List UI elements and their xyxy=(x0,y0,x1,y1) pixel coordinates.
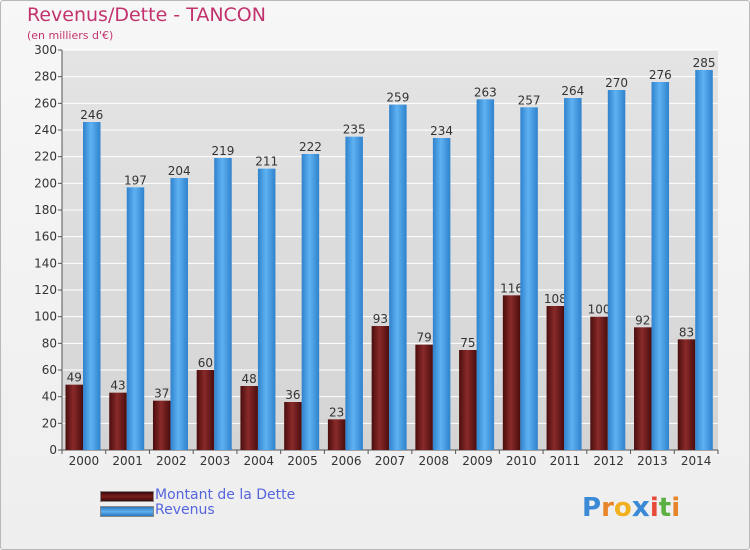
bar-debt xyxy=(371,326,390,450)
data-label-debt: 60 xyxy=(198,356,213,370)
data-label-debt: 79 xyxy=(416,331,431,345)
data-label-revenue: 219 xyxy=(211,144,234,158)
data-label-debt: 23 xyxy=(329,405,344,419)
data-label-debt: 37 xyxy=(154,387,169,401)
x-tick-label: 2009 xyxy=(462,454,493,468)
data-label-debt: 93 xyxy=(373,312,388,326)
y-tick-label: 0 xyxy=(49,443,57,457)
bar-revenue xyxy=(214,158,232,450)
bar-revenue xyxy=(83,122,101,450)
proxiti-logo: Proxiti xyxy=(582,490,681,523)
data-label-revenue: 222 xyxy=(299,140,322,154)
data-label-debt: 108 xyxy=(544,292,567,306)
y-tick-label: 200 xyxy=(34,176,57,190)
legend-label-debt: Montant de la Dette xyxy=(155,487,296,503)
data-label-revenue: 234 xyxy=(430,124,453,138)
bar-debt xyxy=(546,306,565,450)
chart-subtitle: (en milliers d'€) xyxy=(27,29,114,42)
data-label-revenue: 211 xyxy=(255,155,278,169)
bar-debt xyxy=(196,370,215,450)
bar-debt xyxy=(502,295,521,450)
y-tick-label: 80 xyxy=(42,336,57,350)
x-tick-label: 2001 xyxy=(112,454,143,468)
data-label-debt: 49 xyxy=(67,371,82,385)
bar-debt xyxy=(415,344,433,450)
data-label-revenue: 270 xyxy=(605,76,628,90)
bar-debt xyxy=(284,402,302,450)
data-label-revenue: 264 xyxy=(561,84,584,98)
y-tick-label: 20 xyxy=(42,416,57,430)
x-tick-label: 2003 xyxy=(200,454,231,468)
bar-revenue xyxy=(345,136,363,450)
y-tick-label: 140 xyxy=(34,256,57,270)
data-label-revenue: 276 xyxy=(649,68,672,82)
x-tick-label: 2010 xyxy=(506,454,537,468)
bar-debt xyxy=(590,316,608,450)
x-tick-label: 2008 xyxy=(418,454,449,468)
data-label-revenue: 285 xyxy=(693,56,716,70)
data-label-revenue: 204 xyxy=(168,164,191,178)
x-tick-label: 2014 xyxy=(681,454,712,468)
data-label-debt: 36 xyxy=(285,388,300,402)
y-tick-label: 120 xyxy=(34,283,57,297)
data-label-revenue: 246 xyxy=(80,108,103,122)
data-label-revenue: 259 xyxy=(386,91,409,105)
y-tick-label: 240 xyxy=(34,123,57,137)
bar-debt xyxy=(327,419,346,450)
legend-swatch-debt xyxy=(100,491,154,502)
bar-revenue xyxy=(476,99,495,450)
x-tick-label: 2011 xyxy=(550,454,581,468)
chart-title: Revenus/Dette - TANCON xyxy=(27,4,266,26)
bar-debt xyxy=(152,400,171,450)
bar-revenue xyxy=(126,187,145,451)
data-label-revenue: 257 xyxy=(518,93,541,107)
bar-debt xyxy=(240,386,258,450)
y-tick-label: 160 xyxy=(34,230,57,244)
y-tick-label: 100 xyxy=(34,310,57,324)
legend-swatch-revenue xyxy=(100,506,154,517)
x-tick-label: 2005 xyxy=(287,454,318,468)
x-tick-label: 2013 xyxy=(637,454,668,468)
data-label-debt: 48 xyxy=(242,372,257,386)
bar-revenue xyxy=(695,70,713,450)
bar-revenue xyxy=(389,104,407,451)
legend-label-revenue: Revenus xyxy=(155,502,215,518)
bar-revenue xyxy=(607,90,626,450)
data-label-debt: 116 xyxy=(500,281,523,295)
x-tick-label: 2012 xyxy=(593,454,624,468)
data-label-debt: 83 xyxy=(679,325,694,339)
bar-debt xyxy=(65,384,83,450)
y-tick-label: 220 xyxy=(34,150,57,164)
y-tick-label: 40 xyxy=(42,390,57,404)
bar-debt xyxy=(634,327,652,450)
data-label-revenue: 235 xyxy=(343,123,366,137)
bar-revenue xyxy=(432,138,451,450)
bar-debt xyxy=(459,350,477,450)
data-label-debt: 100 xyxy=(588,303,611,317)
bar-revenue xyxy=(520,107,538,450)
data-label-revenue: 197 xyxy=(124,173,147,187)
data-label-debt: 75 xyxy=(460,336,475,350)
data-label-revenue: 263 xyxy=(474,85,497,99)
y-tick-label: 60 xyxy=(42,363,57,377)
bar-revenue xyxy=(257,168,276,450)
bar-revenue xyxy=(301,154,320,450)
bar-debt xyxy=(109,392,127,450)
x-tick-label: 2000 xyxy=(69,454,100,468)
x-tick-label: 2002 xyxy=(156,454,187,468)
y-tick-label: 260 xyxy=(34,96,57,110)
data-label-debt: 43 xyxy=(110,379,125,393)
bar-revenue xyxy=(651,82,670,450)
bar-revenue xyxy=(564,98,582,450)
data-label-debt: 92 xyxy=(635,313,650,327)
x-tick-label: 2007 xyxy=(375,454,406,468)
y-tick-label: 300 xyxy=(34,43,57,57)
bar-revenue xyxy=(170,178,188,450)
x-tick-label: 2006 xyxy=(331,454,362,468)
y-tick-label: 180 xyxy=(34,203,57,217)
bar-debt xyxy=(677,339,696,450)
x-tick-label: 2004 xyxy=(244,454,275,468)
y-tick-label: 280 xyxy=(34,70,57,84)
